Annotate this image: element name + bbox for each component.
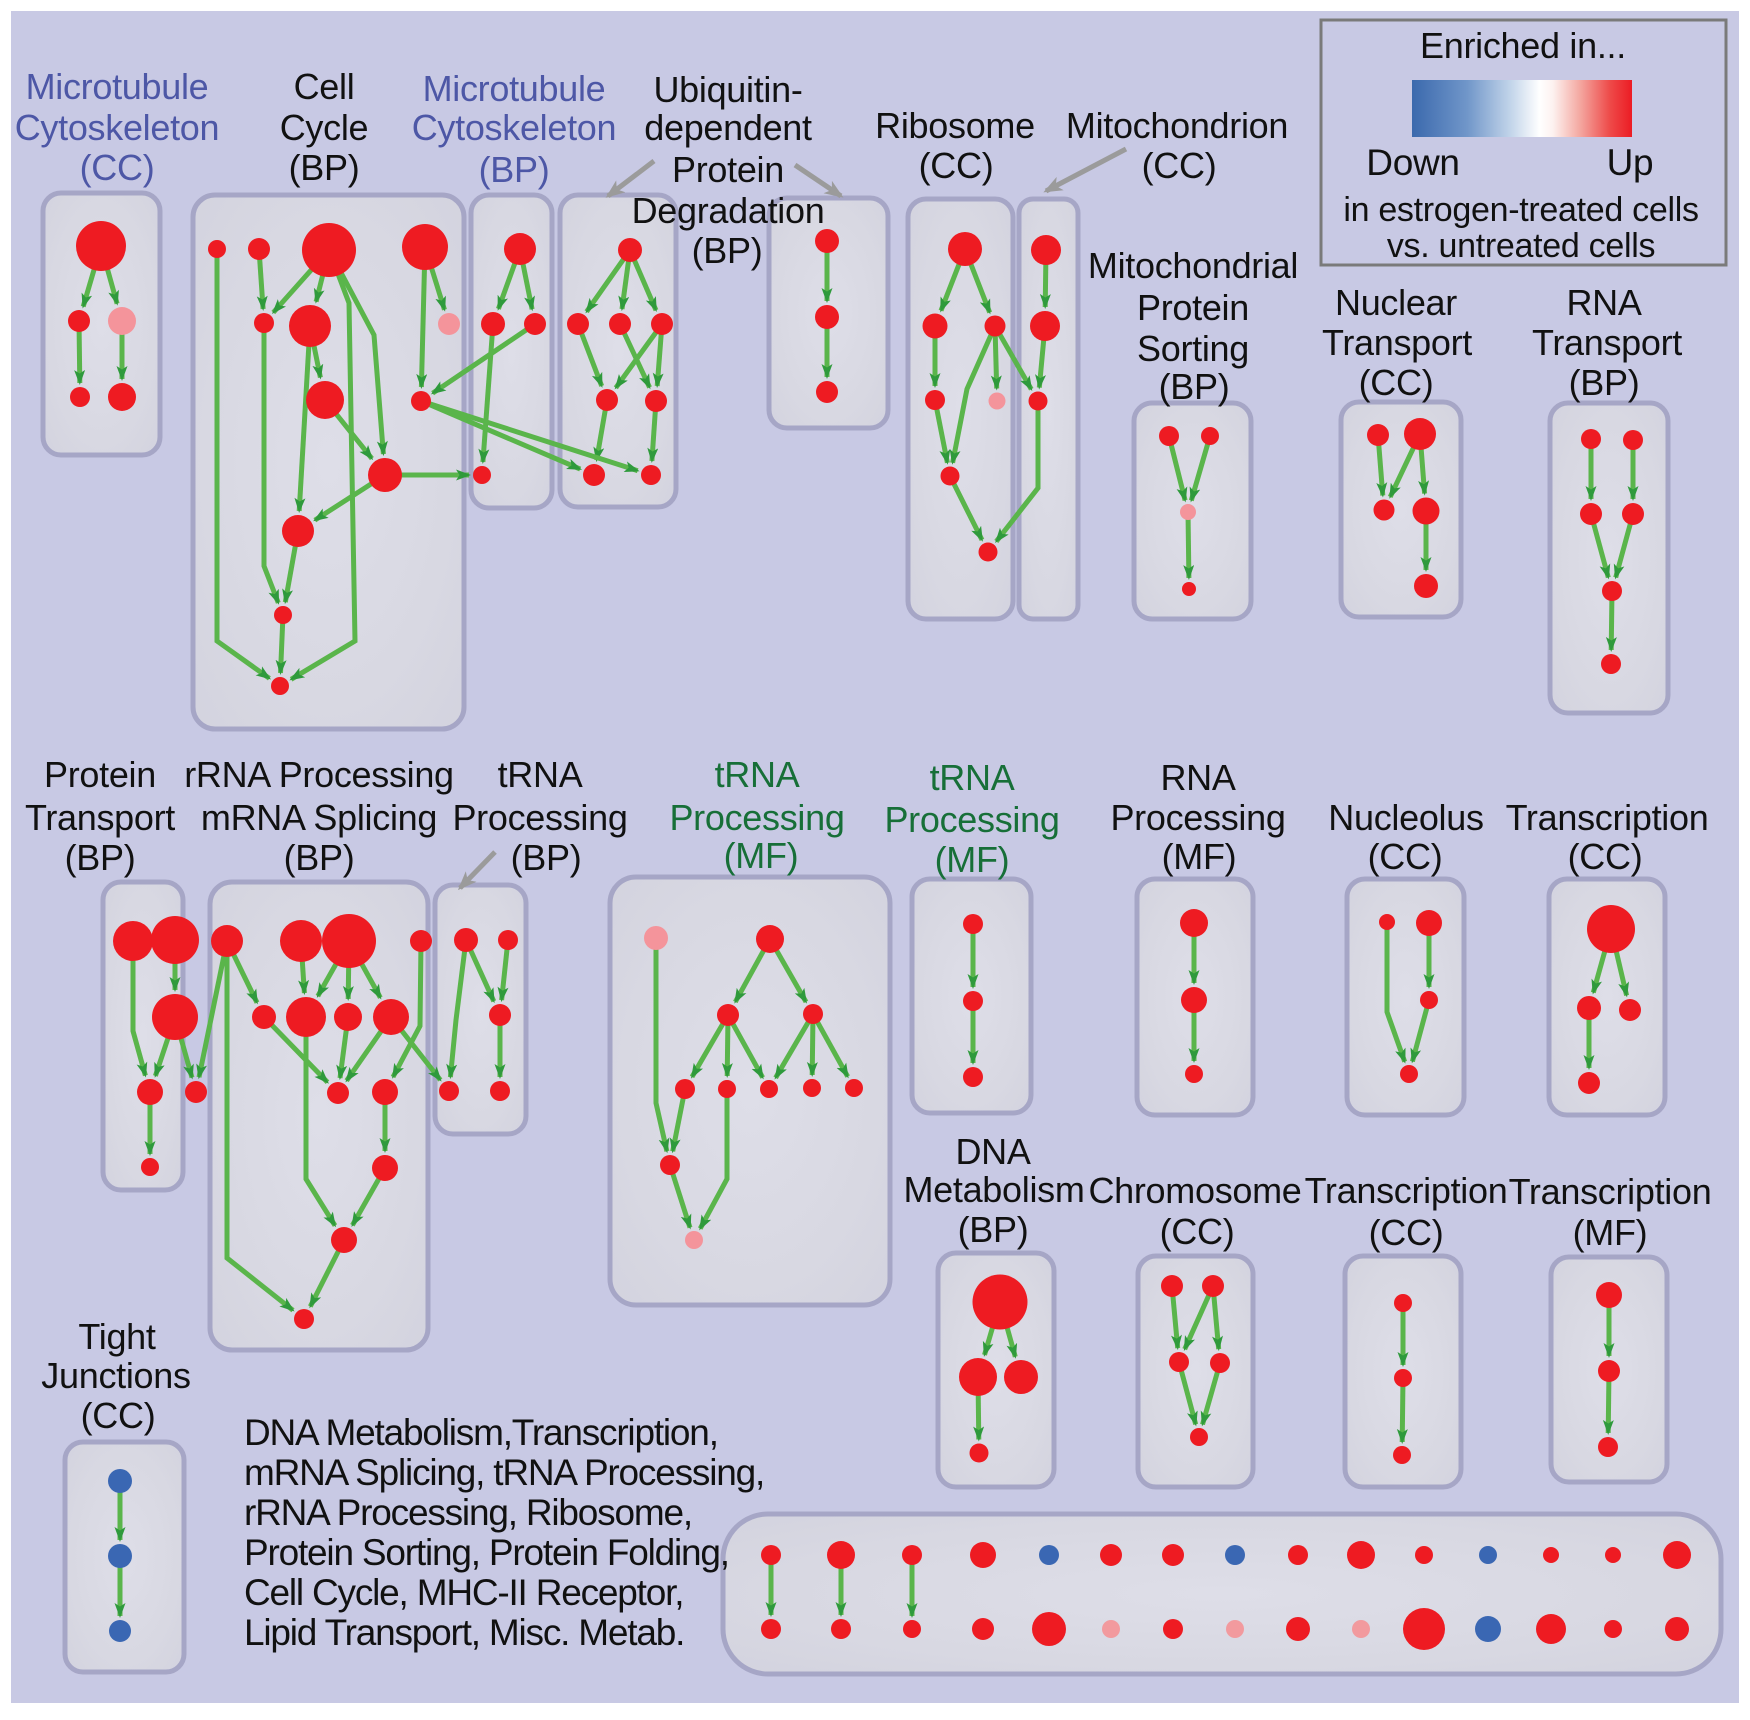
svg-text:(CC): (CC) (80, 147, 155, 188)
svg-text:Cytoskeleton: Cytoskeleton (15, 107, 220, 148)
svg-text:(BP): (BP) (958, 1209, 1029, 1250)
svg-text:Processing: Processing (884, 799, 1059, 840)
svg-text:tRNA: tRNA (498, 754, 583, 795)
svg-text:Protein: Protein (44, 754, 156, 795)
svg-text:Protein: Protein (672, 149, 784, 190)
svg-text:(MF): (MF) (935, 839, 1010, 880)
svg-text:Chromosome: Chromosome (1088, 1170, 1301, 1211)
svg-text:Lipid Transport, Misc. Metab.: Lipid Transport, Misc. Metab. (244, 1612, 684, 1653)
svg-text:Cytoskeleton: Cytoskeleton (412, 107, 617, 148)
svg-text:RNA: RNA (1566, 282, 1641, 323)
svg-text:Mitochondrial: Mitochondrial (1088, 245, 1298, 286)
svg-text:Processing: Processing (452, 797, 627, 838)
svg-text:in estrogen-treated cells: in estrogen-treated cells (1343, 191, 1698, 229)
svg-text:Junctions: Junctions (41, 1355, 190, 1396)
svg-text:Ubiquitin-: Ubiquitin- (653, 69, 802, 110)
svg-text:Nucleolus: Nucleolus (1328, 797, 1483, 838)
svg-text:DNA Metabolism,Transcription,: DNA Metabolism,Transcription, (244, 1412, 718, 1453)
svg-text:tRNA: tRNA (715, 754, 800, 795)
svg-text:Cycle: Cycle (280, 107, 369, 148)
svg-text:(CC): (CC) (919, 145, 994, 186)
svg-text:Protein Sorting, Protein Foldi: Protein Sorting, Protein Folding, (244, 1532, 729, 1573)
svg-text:tRNA: tRNA (930, 757, 1015, 798)
svg-text:Transport: Transport (1532, 322, 1682, 363)
svg-text:DNA: DNA (955, 1131, 1030, 1172)
svg-text:(MF): (MF) (724, 835, 799, 876)
svg-text:Up: Up (1607, 142, 1654, 183)
svg-text:Microtubule: Microtubule (423, 68, 606, 109)
svg-text:(CC): (CC) (1359, 362, 1434, 403)
svg-text:(BP): (BP) (1569, 362, 1640, 403)
svg-text:Transcription: Transcription (1509, 1171, 1712, 1212)
svg-text:rRNA Processing: rRNA Processing (184, 754, 454, 795)
svg-text:Degradation: Degradation (632, 190, 825, 231)
svg-text:Transport: Transport (25, 797, 175, 838)
svg-text:(BP): (BP) (284, 837, 355, 878)
svg-text:Processing: Processing (669, 797, 844, 838)
svg-text:(CC): (CC) (1160, 1211, 1235, 1252)
svg-text:RNA: RNA (1160, 757, 1235, 798)
svg-text:Nuclear: Nuclear (1335, 282, 1457, 323)
svg-text:Protein: Protein (1137, 287, 1249, 328)
svg-text:vs. untreated cells: vs. untreated cells (1387, 227, 1655, 265)
svg-text:(CC): (CC) (1369, 1212, 1444, 1253)
svg-text:Down: Down (1366, 142, 1459, 183)
svg-text:Microtubule: Microtubule (26, 66, 209, 107)
svg-text:mRNA Splicing, tRNA Processing: mRNA Splicing, tRNA Processing, (244, 1452, 764, 1493)
svg-text:Transcription: Transcription (1506, 797, 1709, 838)
svg-text:(CC): (CC) (1368, 836, 1443, 877)
svg-text:Ribosome: Ribosome (875, 105, 1035, 146)
svg-text:(BP): (BP) (65, 837, 136, 878)
svg-text:Cell Cycle, MHC-II Receptor,: Cell Cycle, MHC-II Receptor, (244, 1572, 683, 1613)
svg-text:Enriched in...: Enriched in... (1420, 25, 1626, 66)
svg-text:(CC): (CC) (1568, 836, 1643, 877)
svg-text:dependent: dependent (644, 107, 812, 148)
svg-text:(CC): (CC) (81, 1395, 156, 1436)
svg-text:Mitochondrion: Mitochondrion (1066, 105, 1288, 146)
svg-text:(MF): (MF) (1162, 836, 1237, 877)
svg-text:Transcription: Transcription (1305, 1170, 1508, 1211)
svg-text:(BP): (BP) (479, 149, 550, 190)
svg-text:(CC): (CC) (1142, 145, 1217, 186)
svg-text:Metabolism: Metabolism (903, 1169, 1084, 1210)
svg-text:rRNA Processing, Ribosome,: rRNA Processing, Ribosome, (244, 1492, 692, 1533)
svg-text:(MF): (MF) (1573, 1212, 1648, 1253)
svg-text:Transport: Transport (1322, 322, 1472, 363)
svg-text:(BP): (BP) (289, 147, 360, 188)
svg-text:mRNA Splicing: mRNA Splicing (201, 797, 437, 838)
svg-text:(BP): (BP) (511, 837, 582, 878)
svg-text:(BP): (BP) (692, 230, 763, 271)
svg-text:(BP): (BP) (1159, 366, 1230, 407)
svg-text:Processing: Processing (1110, 797, 1285, 838)
svg-text:Sorting: Sorting (1137, 328, 1249, 369)
svg-text:Tight: Tight (78, 1316, 155, 1357)
svg-text:Cell: Cell (294, 66, 355, 107)
